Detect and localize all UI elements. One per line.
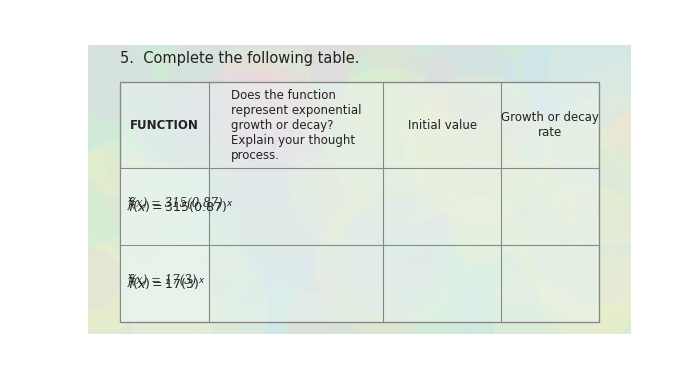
Bar — [209, 168, 384, 245]
Text: Initial value: Initial value — [407, 119, 477, 132]
Bar — [500, 82, 599, 168]
Text: f(x) = 315(0.87): f(x) = 315(0.87) — [128, 197, 223, 210]
Bar — [384, 168, 500, 245]
Text: $f(x) = 315(0.87)^x$: $f(x) = 315(0.87)^x$ — [128, 200, 233, 214]
Text: 5.  Complete the following table.: 5. Complete the following table. — [120, 51, 360, 66]
Bar — [120, 82, 599, 322]
Text: x: x — [128, 195, 133, 204]
Text: f(x) = 17(3): f(x) = 17(3) — [128, 274, 197, 287]
Bar — [500, 168, 599, 245]
Bar — [209, 245, 384, 322]
Bar — [121, 169, 208, 244]
Text: Does the function
represent exponential
growth or decay?
Explain your thought
pr: Does the function represent exponential … — [231, 89, 361, 162]
Text: FUNCTION: FUNCTION — [130, 119, 199, 132]
Text: x: x — [128, 272, 133, 280]
Bar — [500, 245, 599, 322]
Bar — [121, 246, 208, 321]
Text: $f(x) = 17(3)^x$: $f(x) = 17(3)^x$ — [128, 276, 206, 291]
Bar — [384, 245, 500, 322]
Bar — [209, 82, 384, 168]
Text: Growth or decay
rate: Growth or decay rate — [501, 111, 598, 139]
Bar — [384, 82, 500, 168]
Bar — [120, 82, 209, 168]
Bar — [120, 245, 209, 322]
Bar — [120, 168, 209, 245]
